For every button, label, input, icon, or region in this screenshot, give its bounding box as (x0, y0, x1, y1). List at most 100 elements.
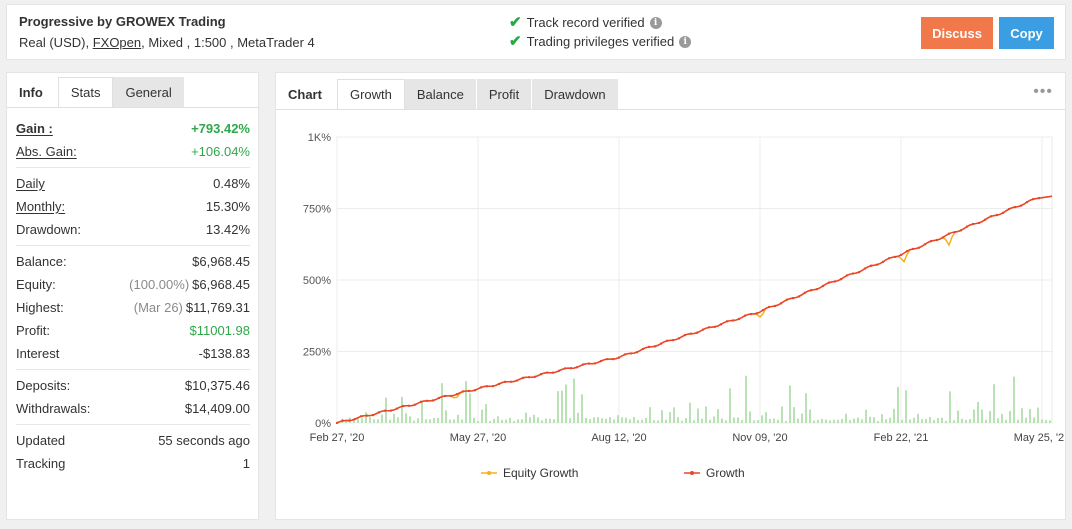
growth-point (1019, 204, 1023, 207)
volume-bar (993, 384, 995, 423)
growth-point (593, 362, 597, 365)
gain-label[interactable]: Gain : (16, 121, 53, 136)
growth-point (425, 399, 429, 403)
tab-profit[interactable]: Profit (476, 79, 533, 109)
volume-bar (549, 418, 551, 423)
tab-growth[interactable]: Growth (336, 79, 405, 109)
trading-privileges-verified: ✔ Trading privileges verified i (509, 34, 692, 49)
interest-label: Interest (16, 346, 60, 361)
volume-bar (677, 417, 679, 423)
profit-value: $11001.98 (189, 323, 251, 338)
growth-point (551, 371, 555, 374)
tab-drawdown[interactable]: Drawdown (532, 79, 619, 109)
broker-link[interactable]: FXOpen (92, 35, 142, 50)
y-tick-label: 0% (315, 418, 331, 430)
more-options-icon[interactable]: ••• (1033, 83, 1053, 100)
x-tick-label: Feb 27, '20 (310, 432, 365, 444)
volume-bar (693, 420, 695, 423)
chart-tabs: Chart Growth Balance Profit Drawdown (276, 79, 619, 109)
growth-point (527, 376, 531, 379)
growth-point (719, 323, 723, 326)
legend-item: Equity Growth (481, 466, 578, 480)
growth-point (725, 320, 729, 323)
growth-point (995, 213, 999, 217)
highest-value: (Mar 26) $11,769.31 (134, 300, 250, 315)
volume-bar (437, 417, 439, 423)
tab-divider (7, 107, 258, 108)
volume-bar (601, 418, 603, 423)
growth-point (767, 305, 771, 309)
growth-point (335, 421, 339, 425)
growth-point (1013, 205, 1017, 209)
volume-bar (417, 418, 419, 423)
volume-bar (1021, 408, 1023, 423)
volume-bar (441, 383, 443, 423)
growth-point (515, 379, 519, 382)
volume-bar (921, 419, 923, 423)
growth-point (557, 369, 561, 373)
tab-chart[interactable]: Chart (276, 79, 337, 109)
tracking-label: Tracking (16, 456, 66, 471)
x-tick-label: Feb 22, '21 (874, 432, 929, 444)
growth-point (665, 339, 669, 343)
info-icon[interactable]: i (649, 16, 662, 29)
volume-bar (845, 413, 847, 423)
volume-bar (1037, 407, 1039, 423)
volume-bar (685, 418, 687, 423)
stat-row-balance: Balance: $6,968.45 (16, 250, 250, 273)
volume-bar (377, 419, 379, 423)
growth-point (851, 272, 855, 275)
growth-point (539, 373, 543, 376)
volume-bar (473, 417, 475, 423)
growth-point (833, 280, 837, 283)
volume-bar (453, 419, 455, 423)
volume-bar (909, 419, 911, 423)
growth-point (899, 253, 903, 257)
volume-bar (821, 418, 823, 423)
volume-bar (793, 407, 795, 423)
gain-value: +793.42% (191, 121, 250, 136)
tab-stats[interactable]: Stats (57, 77, 114, 107)
tab-general[interactable]: General (113, 77, 185, 107)
volume-bar (537, 417, 539, 423)
volume-bar (905, 390, 907, 423)
volume-bar (649, 407, 651, 423)
volume-bar (425, 419, 427, 423)
growth-point (893, 255, 897, 259)
series-growth (336, 195, 1053, 424)
volume-bar (1013, 376, 1015, 423)
growth-point (479, 386, 483, 389)
volume-bar (773, 418, 775, 423)
volume-bar (857, 417, 859, 423)
tab-balance[interactable]: Balance (404, 79, 477, 109)
growth-point (365, 414, 369, 417)
copy-button[interactable]: Copy (999, 17, 1054, 49)
daily-label[interactable]: Daily (16, 176, 45, 191)
growth-point (983, 218, 987, 221)
discuss-button[interactable]: Discuss (921, 17, 993, 49)
growth-point (911, 247, 915, 251)
info-icon[interactable]: i (679, 35, 692, 48)
growth-point (971, 222, 975, 226)
gain-group: Gain : +793.42% Abs. Gain: +106.04% (16, 113, 250, 168)
profit-label: Profit: (16, 323, 50, 338)
volume-bar (901, 419, 903, 423)
volume-bar (1033, 417, 1035, 423)
volume-bar (629, 419, 631, 423)
deposits-value: $10,375.46 (184, 378, 250, 393)
volume-bar (913, 417, 915, 423)
volume-bar (577, 412, 579, 423)
monthly-label[interactable]: Monthly: (16, 199, 66, 214)
stat-row-tracking: Tracking 1 (16, 452, 250, 475)
volume-bar (353, 419, 355, 423)
volume-bar (989, 411, 991, 423)
abs-gain-label[interactable]: Abs. Gain: (16, 144, 77, 159)
volume-bar (697, 408, 699, 423)
track-record-label: Track record verified (526, 15, 645, 30)
tab-info[interactable]: Info (7, 77, 58, 107)
account-details: , Mixed , 1:500 , MetaTrader 4 (141, 35, 315, 50)
volume-bar (393, 413, 395, 423)
balance-value: $6,968.45 (192, 254, 250, 269)
volume-bar (457, 414, 459, 423)
volume-bar (829, 420, 831, 423)
